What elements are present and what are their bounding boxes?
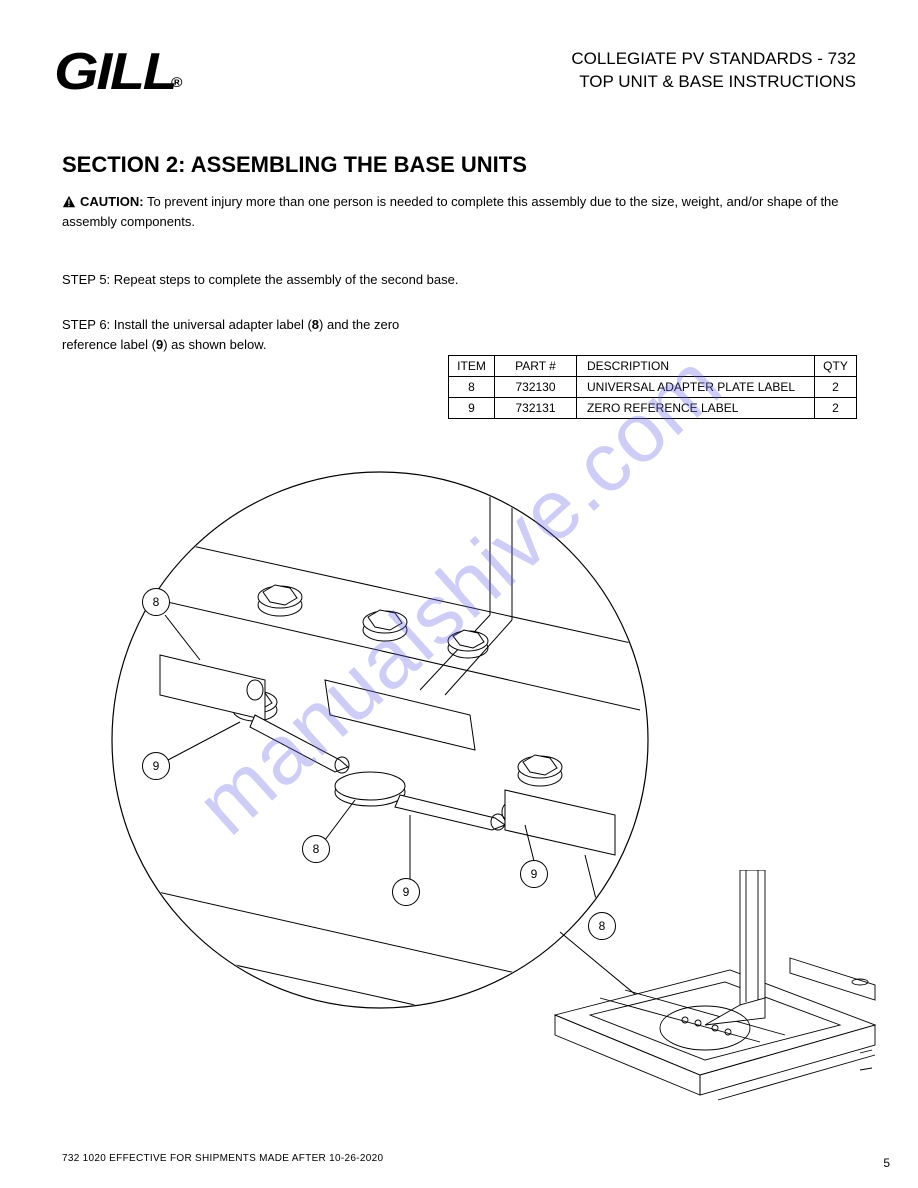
callout-9-left: 9 xyxy=(142,752,170,780)
callout-9-right: 9 xyxy=(520,860,548,888)
callout-9-bottom: 9 xyxy=(392,878,420,906)
header-part: PART # xyxy=(495,356,577,377)
cell-part: 732130 xyxy=(495,377,577,398)
step-6-prefix: STEP 6: Install the universal adapter la… xyxy=(62,317,312,332)
caution-block: ! CAUTION: To prevent injury more than o… xyxy=(62,192,856,231)
doc-title-line1: COLLEGIATE PV STANDARDS - 732 xyxy=(571,48,856,71)
footer-code: 732 1020 EFFECTIVE FOR SHIPMENTS MADE AF… xyxy=(62,1153,383,1164)
callout-8-top: 8 xyxy=(142,588,170,616)
cell-part: 732131 xyxy=(495,398,577,419)
caution-text: To prevent injury more than one person i… xyxy=(62,194,839,229)
cell-desc: ZERO REFERENCE LABEL xyxy=(577,398,815,419)
cell-qty: 2 xyxy=(815,398,857,419)
warning-triangle-icon: ! xyxy=(62,195,76,209)
header-desc: DESCRIPTION xyxy=(577,356,815,377)
page-number: 5 xyxy=(883,1156,890,1170)
caution-label: CAUTION: xyxy=(80,194,144,209)
table-row: 9 732131 ZERO REFERENCE LABEL 2 xyxy=(449,398,857,419)
step-6-suffix: ) as shown below. xyxy=(163,337,266,352)
svg-text:!: ! xyxy=(68,198,71,208)
logo-text: GILL xyxy=(54,43,175,101)
parts-table: ITEM PART # DESCRIPTION QTY 8 732130 UNI… xyxy=(448,355,857,419)
step-6-partnum-1: 8 xyxy=(312,317,319,332)
overview-diagram xyxy=(530,870,890,1130)
step-6: STEP 6: Install the universal adapter la… xyxy=(62,315,432,354)
header-qty: QTY xyxy=(815,356,857,377)
cell-desc: UNIVERSAL ADAPTER PLATE LABEL xyxy=(577,377,815,398)
brand-logo: GILL® xyxy=(54,42,185,102)
callout-8-center: 8 xyxy=(302,835,330,863)
registered-mark: ® xyxy=(171,74,180,90)
table-row: 8 732130 UNIVERSAL ADAPTER PLATE LABEL 2 xyxy=(449,377,857,398)
cell-item: 9 xyxy=(449,398,495,419)
section-title: SECTION 2: ASSEMBLING THE BASE UNITS xyxy=(62,152,527,178)
document-title: COLLEGIATE PV STANDARDS - 732 TOP UNIT &… xyxy=(571,48,856,94)
doc-title-line2: TOP UNIT & BASE INSTRUCTIONS xyxy=(571,71,856,94)
step-5: STEP 5: Repeat steps to complete the ass… xyxy=(62,270,856,290)
cell-item: 8 xyxy=(449,377,495,398)
callout-8-lower: 8 xyxy=(588,912,616,940)
step-5-text: STEP 5: Repeat steps to complete the ass… xyxy=(62,272,459,287)
cell-qty: 2 xyxy=(815,377,857,398)
header-item: ITEM xyxy=(449,356,495,377)
table-header-row: ITEM PART # DESCRIPTION QTY xyxy=(449,356,857,377)
